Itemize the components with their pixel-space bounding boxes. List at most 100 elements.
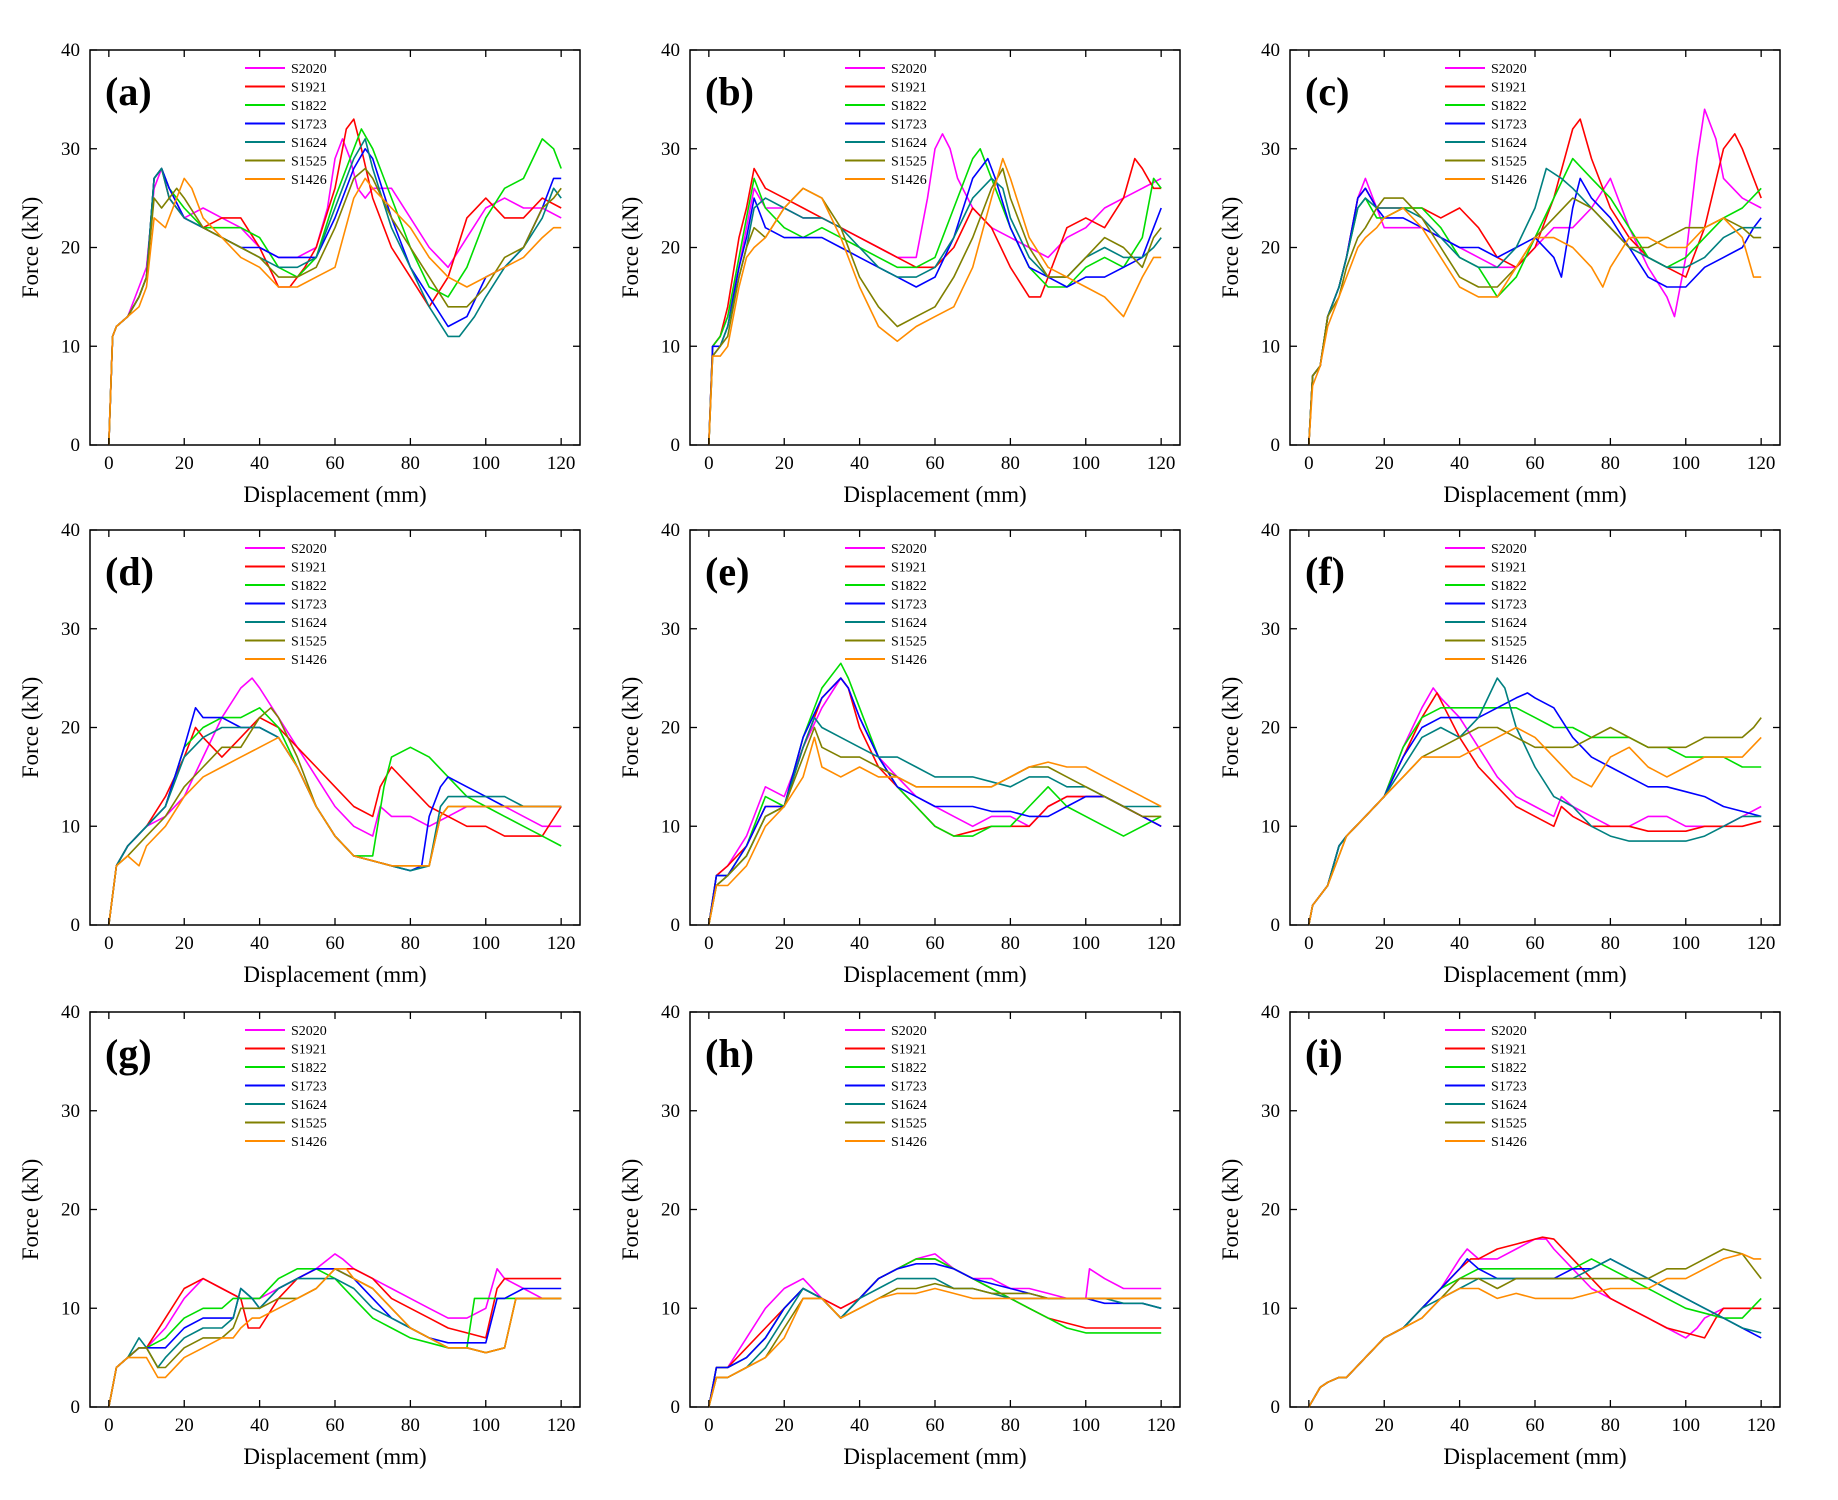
x-tick-label: 120	[1147, 1415, 1176, 1436]
x-tick-label: 120	[1147, 453, 1176, 474]
x-tick-label: 60	[326, 933, 345, 954]
series-line-s1822	[108, 1268, 562, 1408]
series-line-s1822	[108, 707, 562, 926]
x-tick-label: 0	[104, 933, 114, 954]
x-tick-label: 0	[104, 1415, 114, 1436]
legend-label-s1624: S1624	[291, 1098, 327, 1113]
series-line-s1723	[108, 148, 562, 446]
legend-label-s1624: S1624	[1491, 616, 1527, 631]
x-axis-label: Displacement (mm)	[243, 962, 426, 987]
panel-e: 0 20 40 60 80 100 120 0 10 20 30 40 Displacement (mm…	[618, 520, 1181, 987]
legend-label-s1525: S1525	[1491, 155, 1527, 170]
y-axis-label: Force (kN)	[18, 197, 43, 299]
series-line-s1426	[1308, 1253, 1762, 1408]
x-tick-label: 0	[104, 453, 114, 474]
y-tick-label: 20	[61, 238, 80, 259]
legend-label-s1525: S1525	[291, 1117, 327, 1132]
series-line-s2020	[708, 677, 1162, 926]
legend-label-s1624: S1624	[891, 136, 927, 151]
legend-label-s2020: S2020	[891, 1024, 927, 1039]
x-tick-label: 80	[401, 1415, 420, 1436]
legend-label-s2020: S2020	[291, 1024, 327, 1039]
legend-label-s1525: S1525	[291, 635, 327, 650]
y-tick-label: 0	[671, 1397, 681, 1418]
panel-c: 0 20 40 60 80 100 120 0 10 20 30 40 Displacement (mm…	[1218, 40, 1781, 507]
series-line-s2020	[1308, 108, 1762, 446]
x-tick-label: 100	[472, 933, 501, 954]
series-line-s1624	[1308, 1258, 1762, 1408]
x-tick-label: 40	[1450, 1415, 1469, 1436]
x-tick-label: 120	[547, 1415, 576, 1436]
legend-label-s2020: S2020	[891, 542, 927, 557]
y-tick-label: 30	[661, 619, 680, 640]
series-line-s1426	[1308, 726, 1762, 926]
legend-label-s1426: S1426	[1491, 1135, 1527, 1150]
x-tick-label: 20	[175, 933, 194, 954]
legend-label-s1921: S1921	[291, 81, 327, 96]
x-tick-label: 20	[175, 1415, 194, 1436]
series-line-s1723	[708, 1263, 1162, 1408]
y-tick-label: 0	[71, 435, 81, 456]
series-line-s1525	[1308, 1248, 1762, 1408]
y-tick-label: 0	[1271, 915, 1281, 936]
x-tick-label: 100	[472, 453, 501, 474]
series-line-s1525	[108, 707, 562, 926]
x-tick-label: 80	[1601, 933, 1620, 954]
plot-frame	[1289, 1011, 1781, 1408]
y-tick-label: 40	[661, 40, 680, 61]
x-tick-label: 40	[850, 453, 869, 474]
plot-frame	[89, 529, 581, 926]
y-tick-label: 0	[671, 435, 681, 456]
panel-label: (f)	[1305, 549, 1345, 594]
legend-label-s1525: S1525	[891, 155, 927, 170]
x-axis-label: Displacement (mm)	[843, 962, 1026, 987]
y-axis-label: Force (kN)	[618, 197, 643, 299]
y-tick-label: 20	[1261, 238, 1280, 259]
y-tick-label: 30	[661, 139, 680, 160]
legend-label-s1525: S1525	[891, 635, 927, 650]
x-tick-label: 40	[850, 1415, 869, 1436]
series-line-s1822	[1308, 157, 1762, 446]
y-tick-label: 20	[661, 1200, 680, 1221]
panel-label: (a)	[105, 69, 152, 114]
y-axis-label: Force (kN)	[1218, 677, 1243, 779]
legend: S2020 S1921 S1822 S1723 S1624 S1525 S1426	[845, 542, 927, 668]
x-tick-label: 100	[1672, 933, 1701, 954]
y-tick-label: 10	[61, 1298, 80, 1319]
y-tick-label: 40	[61, 1002, 80, 1023]
series-line-s1426	[708, 157, 1162, 446]
y-tick-label: 30	[61, 619, 80, 640]
legend-label-s1822: S1822	[291, 1061, 327, 1076]
legend-label-s1822: S1822	[1491, 99, 1527, 114]
x-tick-label: 0	[704, 1415, 714, 1436]
y-tick-label: 30	[61, 139, 80, 160]
legend-label-s1723: S1723	[291, 118, 327, 133]
y-tick-label: 20	[661, 718, 680, 739]
y-tick-label: 40	[1261, 1002, 1280, 1023]
series-line-s1525	[108, 167, 562, 446]
y-axis-label: Force (kN)	[618, 1159, 643, 1261]
series-line-s1822	[708, 662, 1162, 926]
y-tick-label: 40	[1261, 520, 1280, 541]
legend-label-s2020: S2020	[1491, 542, 1527, 557]
x-tick-label: 100	[1072, 453, 1101, 474]
plot-frame	[689, 529, 1181, 926]
legend-label-s1426: S1426	[1491, 173, 1527, 188]
x-tick-label: 0	[704, 453, 714, 474]
x-tick-label: 20	[775, 453, 794, 474]
x-tick-label: 60	[326, 453, 345, 474]
legend-label-s1624: S1624	[291, 136, 327, 151]
legend-label-s1822: S1822	[1491, 579, 1527, 594]
y-tick-label: 10	[1261, 816, 1280, 837]
legend-label-s1426: S1426	[291, 173, 327, 188]
panel-label: (g)	[105, 1031, 152, 1076]
legend-label-s1723: S1723	[1491, 1080, 1527, 1095]
series-line-s1525	[708, 167, 1162, 446]
x-tick-label: 20	[175, 453, 194, 474]
series-line-s1723	[708, 677, 1162, 926]
legend-label-s1624: S1624	[291, 616, 327, 631]
x-tick-label: 40	[1450, 933, 1469, 954]
x-tick-label: 60	[1526, 933, 1545, 954]
x-tick-label: 40	[250, 933, 269, 954]
